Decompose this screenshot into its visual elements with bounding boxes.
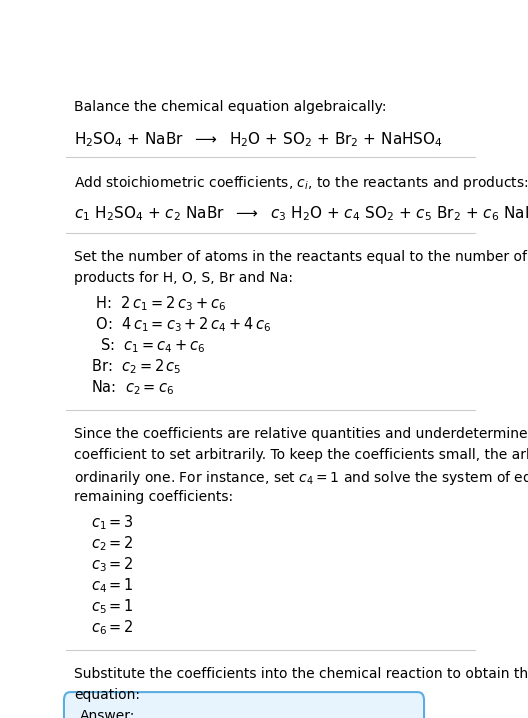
Text: $c_1$ $\mathrm{H_2SO_4}$ + $c_2$ NaBr  $\longrightarrow$  $c_3$ $\mathrm{H_2O}$ : $c_1$ $\mathrm{H_2SO_4}$ + $c_2$ NaBr $\… <box>74 204 528 223</box>
Text: Na:  $c_2 = c_6$: Na: $c_2 = c_6$ <box>91 378 174 397</box>
Text: $\mathrm{H_2SO_4}$ + NaBr  $\longrightarrow$  $\mathrm{H_2O}$ + $\mathrm{SO_2}$ : $\mathrm{H_2SO_4}$ + NaBr $\longrightarr… <box>74 131 443 149</box>
Text: S:  $c_1 = c_4 + c_6$: S: $c_1 = c_4 + c_6$ <box>91 337 205 355</box>
Text: Balance the chemical equation algebraically:: Balance the chemical equation algebraica… <box>74 100 386 114</box>
Text: Br:  $c_2 = 2\,c_5$: Br: $c_2 = 2\,c_5$ <box>91 358 181 376</box>
Text: $c_1 = 3$: $c_1 = 3$ <box>91 513 134 532</box>
Text: Since the coefficients are relative quantities and underdetermined, choose a: Since the coefficients are relative quan… <box>74 427 528 442</box>
Text: $c_2 = 2$: $c_2 = 2$ <box>91 534 134 554</box>
Text: Substitute the coefficients into the chemical reaction to obtain the balanced: Substitute the coefficients into the che… <box>74 667 528 681</box>
Text: ordinarily one. For instance, set $c_4 = 1$ and solve the system of equations fo: ordinarily one. For instance, set $c_4 =… <box>74 470 528 488</box>
Text: H:  $2\,c_1 = 2\,c_3 + c_6$: H: $2\,c_1 = 2\,c_3 + c_6$ <box>91 294 225 313</box>
Text: $c_6 = 2$: $c_6 = 2$ <box>91 619 134 638</box>
Text: $c_4 = 1$: $c_4 = 1$ <box>91 577 134 595</box>
Text: coefficient to set arbitrarily. To keep the coefficients small, the arbitrary va: coefficient to set arbitrarily. To keep … <box>74 448 528 462</box>
FancyBboxPatch shape <box>64 692 424 718</box>
Text: Answer:: Answer: <box>80 709 136 718</box>
Text: equation:: equation: <box>74 689 140 702</box>
Text: remaining coefficients:: remaining coefficients: <box>74 490 233 504</box>
Text: $c_5 = 1$: $c_5 = 1$ <box>91 597 134 616</box>
Text: Add stoichiometric coefficients, $c_i$, to the reactants and products:: Add stoichiometric coefficients, $c_i$, … <box>74 174 528 192</box>
Text: $c_3 = 2$: $c_3 = 2$ <box>91 556 134 574</box>
Text: Set the number of atoms in the reactants equal to the number of atoms in the: Set the number of atoms in the reactants… <box>74 251 528 264</box>
Text: O:  $4\,c_1 = c_3 + 2\,c_4 + 4\,c_6$: O: $4\,c_1 = c_3 + 2\,c_4 + 4\,c_6$ <box>91 316 271 335</box>
Text: products for H, O, S, Br and Na:: products for H, O, S, Br and Na: <box>74 271 293 285</box>
